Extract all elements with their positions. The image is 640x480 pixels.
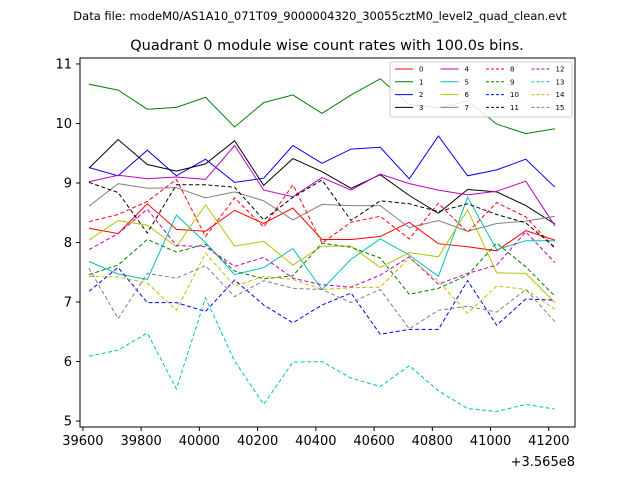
series-line-2 <box>88 135 556 188</box>
series-line-8 <box>88 178 556 249</box>
legend-label-3: 3 <box>419 104 423 112</box>
y-tick-label: 11 <box>55 57 72 72</box>
y-tick-label: 9 <box>64 176 72 191</box>
chart-title: Quadrant 0 module wise count rates with … <box>130 38 524 54</box>
series-line-15 <box>88 265 556 330</box>
suptitle: Data file: modeM0/AS1A10_071T09_90000043… <box>73 9 567 23</box>
x-tick-label: 40200 <box>237 434 278 449</box>
y-tick-label: 7 <box>64 296 72 311</box>
legend-label-1: 1 <box>419 78 423 86</box>
y-tick-label: 5 <box>64 415 72 430</box>
legend-label-11: 11 <box>510 104 519 112</box>
legend-label-9: 9 <box>510 78 514 86</box>
plot-area <box>88 78 556 413</box>
series-line-3 <box>88 138 556 225</box>
x-tick-label: 40000 <box>179 434 220 449</box>
series-line-13 <box>88 296 555 413</box>
series-line-10 <box>88 266 555 335</box>
x-axis: 39600 39800 40000 40200 40400 40600 40800 41000… <box>62 427 569 449</box>
legend-label-0: 0 <box>419 66 423 74</box>
x-offset-label: +3.565e8 <box>511 455 575 470</box>
x-tick-label: 41200 <box>528 434 569 449</box>
x-tick-label: 40400 <box>295 434 336 449</box>
x-tick-label: 40800 <box>412 434 453 449</box>
x-tick-label: 39600 <box>62 434 103 449</box>
y-tick-label: 8 <box>64 236 72 251</box>
series-line-7 <box>88 183 555 232</box>
legend-label-10: 10 <box>510 91 519 99</box>
legend-label-4: 4 <box>465 66 470 74</box>
legend-label-2: 2 <box>419 91 423 99</box>
x-tick-label: 40600 <box>353 434 394 449</box>
series-line-9 <box>88 238 556 297</box>
legend-label-6: 6 <box>465 91 470 99</box>
legend-label-14: 14 <box>556 91 565 99</box>
legend-label-13: 13 <box>556 78 565 86</box>
series-line-0 <box>88 203 556 252</box>
legend-label-5: 5 <box>465 78 469 86</box>
legend-label-15: 15 <box>556 104 565 112</box>
legend-label-12: 12 <box>556 66 565 74</box>
series-line-14 <box>88 252 556 315</box>
legend-label-7: 7 <box>465 104 469 112</box>
series-line-4 <box>88 144 556 227</box>
y-tick-label: 10 <box>55 117 72 132</box>
y-axis: 5 6 7 8 9 10 11 <box>55 57 80 430</box>
legend-label-8: 8 <box>510 66 514 74</box>
legend-box <box>389 61 573 118</box>
series-line-11 <box>88 179 556 248</box>
y-tick-label: 6 <box>64 355 72 370</box>
x-tick-label: 41000 <box>470 434 511 449</box>
series-line-6 <box>88 204 556 303</box>
x-tick-label: 39800 <box>120 434 161 449</box>
